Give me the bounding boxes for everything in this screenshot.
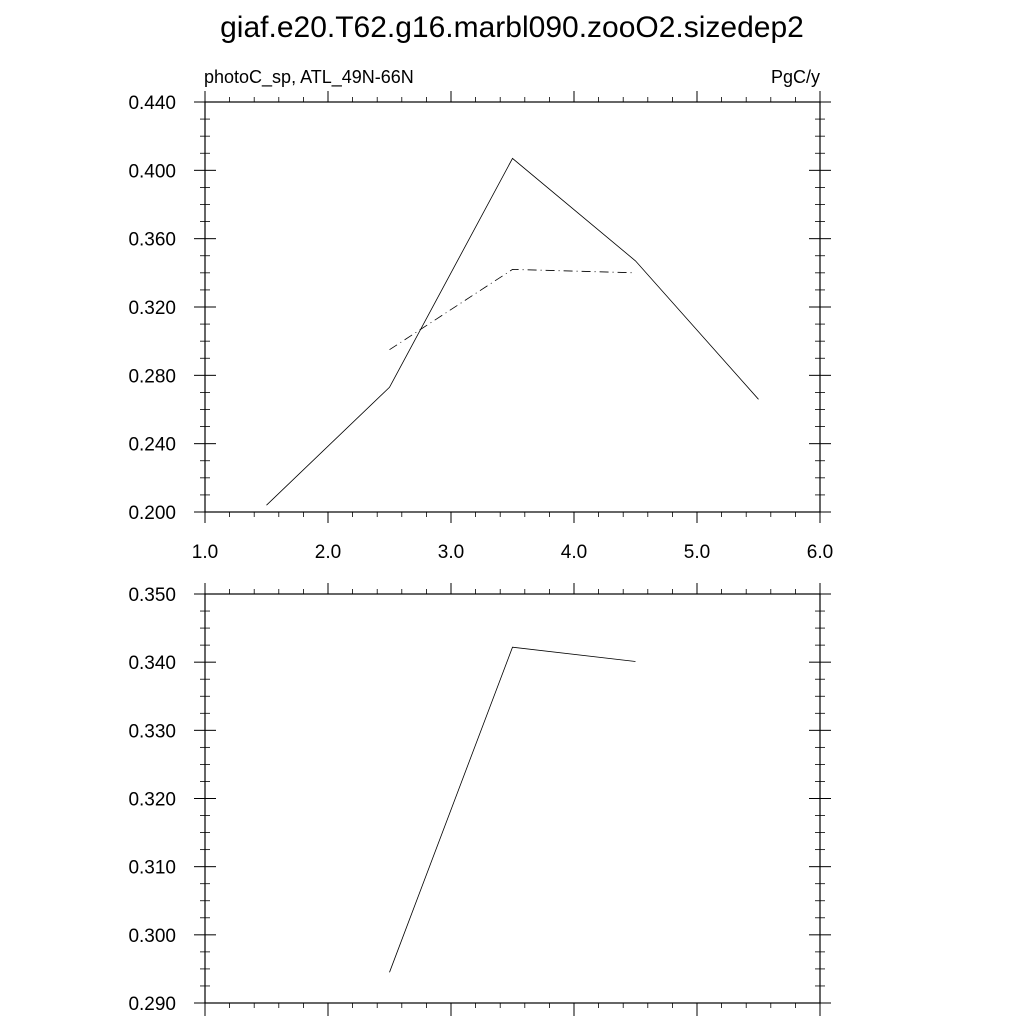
- bottom-y-tick-label: 0.310: [128, 858, 176, 879]
- top-y-tick-label: 0.200: [128, 503, 176, 524]
- top-y-tick-label: 0.280: [128, 366, 176, 387]
- top-x-tick-label: 4.0: [561, 542, 587, 563]
- bottom-series-line-solid: [389, 646, 636, 973]
- bottom-panel-plot: 0.290 0.300 0.310 0.320 0.330 0.340 0.350: [128, 583, 831, 1016]
- bottom-plot-frame: [204, 593, 821, 1004]
- figure-title: giaf.e20.T62.g16.marbl090.zooO2.sizedep2: [220, 11, 804, 44]
- bottom-y-tick-label: 0.300: [128, 926, 176, 947]
- top-x-tick-label: 6.0: [807, 542, 833, 563]
- top-y-tick-label: 0.320: [128, 298, 176, 319]
- top-panel-units-label: PgC/y: [771, 67, 820, 87]
- bottom-y-tick-label: 0.350: [128, 585, 176, 606]
- top-panel-plot: 1.0 2.0 3.0 4.0 5.0 6.0 0.200 0.240 0.280 0.320 0.…: [128, 91, 833, 563]
- top-y-tick-label: 0.440: [128, 93, 176, 114]
- top-x-tick-label: 3.0: [438, 542, 464, 563]
- top-y-tick-label: 0.400: [128, 161, 176, 182]
- top-x-tick-label: 1.0: [192, 542, 218, 563]
- bottom-y-tick-label: 0.290: [128, 994, 176, 1015]
- top-y-tick-label: 0.240: [128, 435, 176, 456]
- top-x-tick-label: 2.0: [315, 542, 341, 563]
- top-x-tick-label: 5.0: [684, 542, 710, 563]
- top-series-line-dashed: [389, 268, 636, 351]
- bottom-y-tick-label: 0.340: [128, 653, 176, 674]
- bottom-y-tick-label: 0.320: [128, 790, 176, 811]
- top-y-tick-label: 0.360: [128, 230, 176, 251]
- top-series-line-solid: [266, 157, 759, 506]
- top-plot-frame: [204, 101, 821, 513]
- bottom-y-tick-label: 0.330: [128, 721, 176, 742]
- top-panel-variable-label: photoC_sp, ATL_49N-66N: [204, 67, 414, 88]
